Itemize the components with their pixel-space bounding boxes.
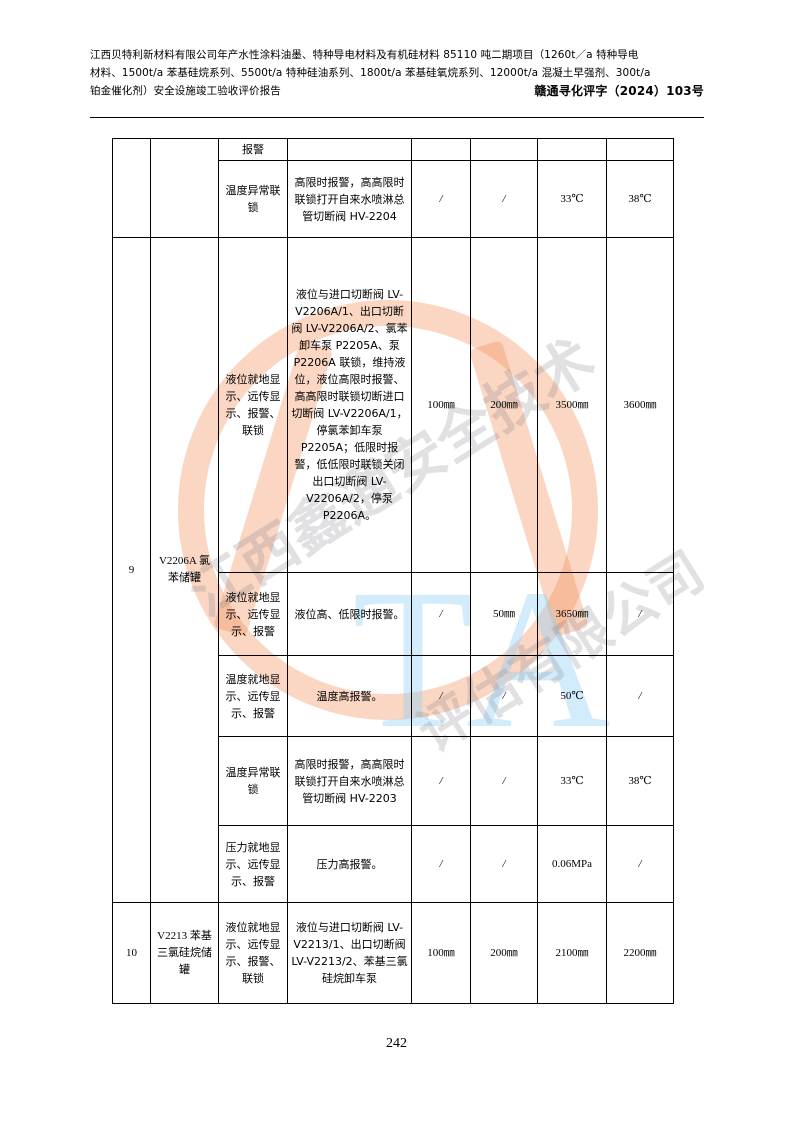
table-row: 压力就地显示、远传显示、报警 压力高报警。 / / 0.06MPa / xyxy=(113,825,674,903)
cell-value-6: / xyxy=(470,160,538,238)
table-row: 10 V2213 苯基三氯硅烷储罐 液位就地显示、远传显示、报警、联锁 液位与进… xyxy=(112,902,674,1004)
page-number: 242 xyxy=(386,1036,407,1051)
cell-value-5: / xyxy=(411,572,471,656)
cell-instrument: 报警 xyxy=(218,138,288,161)
cell-description: 液位与进口切断阀 LV-V2213/1、出口切断阀 LV-V2213/2、苯基三… xyxy=(287,902,412,1004)
cell-instrument: 液位就地显示、远传显示、报警、联锁 xyxy=(218,237,288,573)
cell-equipment: V2213 苯基三氯硅烷储罐 xyxy=(150,902,219,1004)
table-row: 液位就地显示、远传显示、报警 液位高、低限时报警。 / 50㎜ 3650㎜ / xyxy=(113,572,674,656)
cell-value-7: 50℃ xyxy=(537,655,607,737)
cell-instrument: 温度异常联锁 xyxy=(218,736,288,826)
cell-value-7: 2100㎜ xyxy=(537,902,607,1004)
cell-equipment xyxy=(150,138,219,238)
cell-value-7: 0.06MPa xyxy=(537,825,607,903)
header-title-line-3: 铂金催化剂）安全设施竣工验收评价报告 xyxy=(90,85,281,97)
cell-instrument: 液位就地显示、远传显示、报警 xyxy=(218,572,288,656)
cell-value-5: / xyxy=(411,160,471,238)
cell-value-7 xyxy=(537,138,607,161)
cell-value-5: 100㎜ xyxy=(411,237,471,573)
cell-instrument: 液位就地显示、远传显示、报警、联锁 xyxy=(218,902,288,1004)
cell-value-5 xyxy=(411,138,471,161)
cell-description: 液位与进口切断阀 LV-V2206A/1、出口切断阀 LV-V2206A/2、氯… xyxy=(287,237,412,573)
cell-value-7: 33℃ xyxy=(537,160,607,238)
cell-equipment: V2206A 氯苯储罐 xyxy=(150,237,219,903)
document-number: 赣通寻化评字（2024）103号 xyxy=(534,84,704,98)
page-header: 江西贝特利新材料有限公司年产水性涂料油墨、特种导电材料及有机硅材料 85110 … xyxy=(90,46,704,100)
cell-value-8: / xyxy=(606,655,674,737)
cell-instrument: 压力就地显示、远传显示、报警 xyxy=(218,825,288,903)
table-row: 温度异常联锁 高限时报警，高高限时联锁打开自来水喷淋总管切断阀 HV-2204 … xyxy=(113,160,674,238)
cell-description: 液位高、低限时报警。 xyxy=(287,572,412,656)
cell-value-6: / xyxy=(470,825,538,903)
cell-value-6 xyxy=(470,138,538,161)
cell-value-7: 3650㎜ xyxy=(537,572,607,656)
cell-row-number: 9 xyxy=(112,237,151,903)
table-row: 温度就地显示、远传显示、报警 温度高报警。 / / 50℃ / xyxy=(113,655,674,737)
cell-value-6: / xyxy=(470,655,538,737)
cell-value-8: 38℃ xyxy=(606,736,674,826)
cell-description: 高限时报警，高高限时联锁打开自来水喷淋总管切断阀 HV-2203 xyxy=(287,736,412,826)
cell-description xyxy=(287,138,412,161)
cell-value-7: 3500㎜ xyxy=(537,237,607,573)
cell-value-8: / xyxy=(606,572,674,656)
cell-value-5: 100㎜ xyxy=(411,902,471,1004)
cell-value-5: / xyxy=(411,825,471,903)
cell-value-8: / xyxy=(606,825,674,903)
cell-row-number xyxy=(112,138,151,238)
header-title-line-1: 江西贝特利新材料有限公司年产水性涂料油墨、特种导电材料及有机硅材料 85110 … xyxy=(90,49,639,61)
cell-value-8: 3600㎜ xyxy=(606,237,674,573)
cell-description: 高限时报警，高高限时联锁打开自来水喷淋总管切断阀 HV-2204 xyxy=(287,160,412,238)
cell-description: 温度高报警。 xyxy=(287,655,412,737)
table-row: 温度异常联锁 高限时报警，高高限时联锁打开自来水喷淋总管切断阀 HV-2203 … xyxy=(113,736,674,826)
cell-value-8: 2200㎜ xyxy=(606,902,674,1004)
cell-value-7: 33℃ xyxy=(537,736,607,826)
cell-value-5: / xyxy=(411,736,471,826)
safety-instrument-table: 报警 温度异常联锁 高限时报警，高高限时联锁打开自来水喷淋总管切断阀 HV-22… xyxy=(112,138,674,1004)
header-rule xyxy=(90,117,704,118)
cell-row-number: 10 xyxy=(112,902,151,1004)
cell-value-6: 200㎜ xyxy=(470,237,538,573)
table-row: 9 V2206A 氯苯储罐 液位就地显示、远传显示、报警、联锁 液位与进口切断阀… xyxy=(112,237,674,903)
cell-value-6: 200㎜ xyxy=(470,902,538,1004)
safety-instrument-table-wrapper: 报警 温度异常联锁 高限时报警，高高限时联锁打开自来水喷淋总管切断阀 HV-22… xyxy=(112,138,674,1004)
header-title-line-2: 材料、1500t/a 苯基硅烷系列、5500t/a 特种硅油系列、1800t/a… xyxy=(90,67,651,79)
cell-value-6: / xyxy=(470,736,538,826)
header-title-line-3-row: 铂金催化剂）安全设施竣工验收评价报告 赣通寻化评字（2024）103号 xyxy=(90,82,704,100)
cell-instrument: 温度异常联锁 xyxy=(218,160,288,238)
cell-value-5: / xyxy=(411,655,471,737)
cell-instrument: 温度就地显示、远传显示、报警 xyxy=(218,655,288,737)
cell-value-8: 38℃ xyxy=(606,160,674,238)
table-row: 报警 xyxy=(112,138,674,238)
cell-value-8 xyxy=(606,138,674,161)
cell-value-6: 50㎜ xyxy=(470,572,538,656)
cell-description: 压力高报警。 xyxy=(287,825,412,903)
